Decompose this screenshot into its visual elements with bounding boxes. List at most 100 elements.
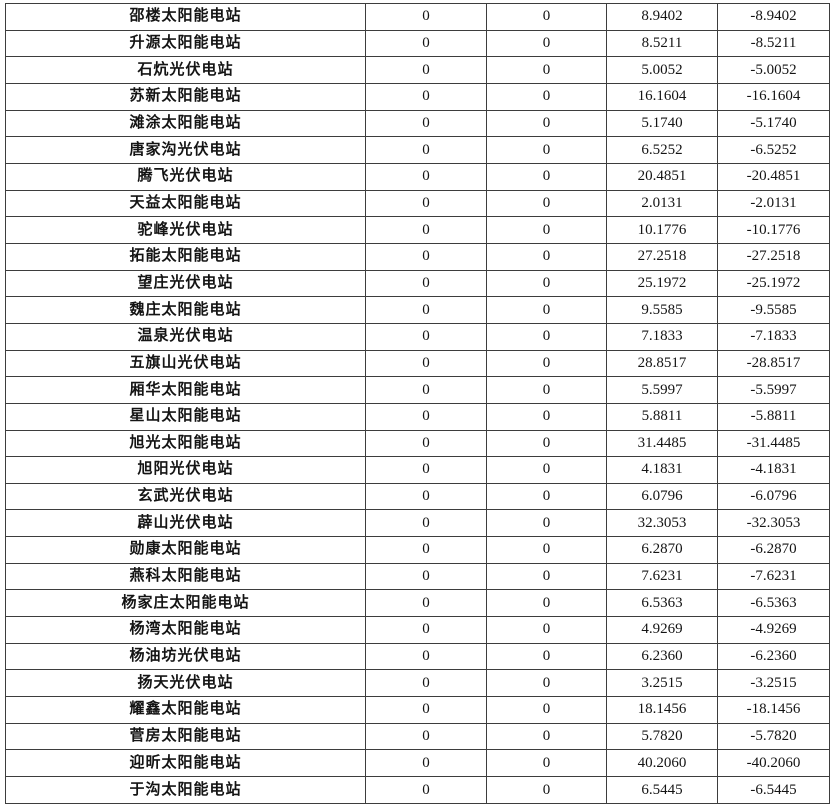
- value-cell: -7.6231: [717, 562, 830, 591]
- value-cell: 0: [365, 429, 487, 458]
- value-cell: 0: [486, 402, 607, 431]
- table-row: 驼峰光伏电站 0 0 10.1776 -10.1776: [5, 216, 830, 244]
- value-cell: 0: [365, 162, 487, 191]
- value-cell: -6.2360: [717, 642, 830, 671]
- table-row: 勋康太阳能电站 0 0 6.2870 -6.2870: [5, 536, 830, 564]
- table-row: 天益太阳能电站 0 0 2.0131 -2.0131: [5, 189, 830, 218]
- table-row: 迎昕太阳能电站 0 0 40.2060 -40.2060: [5, 749, 830, 778]
- value-cell: 0: [365, 722, 487, 751]
- value-cell: -6.5252: [717, 136, 830, 164]
- value-cell: 0: [486, 456, 607, 484]
- table-row: 腾飞光伏电站 0 0 20.4851 -20.4851: [5, 162, 830, 191]
- value-cell: -32.3053: [717, 509, 830, 538]
- station-name-cell: 旭光太阳能电站: [5, 429, 366, 458]
- value-cell: -4.1831: [717, 456, 830, 484]
- value-cell: -20.4851: [717, 162, 830, 191]
- station-name-cell: 旭阳光伏电站: [5, 456, 366, 484]
- value-cell: 18.1456: [606, 696, 718, 724]
- station-name-cell: 杨油坊光伏电站: [5, 642, 366, 671]
- station-name-cell: 拓能太阳能电站: [5, 242, 366, 271]
- table-row: 石炕光伏电站 0 0 5.0052 -5.0052: [5, 56, 830, 84]
- table-row: 旭阳光伏电站 0 0 4.1831 -4.1831: [5, 456, 830, 484]
- station-name-cell: 腾飞光伏电站: [5, 162, 366, 191]
- value-cell: 0: [365, 322, 487, 351]
- value-cell: 0: [365, 776, 487, 804]
- value-cell: -31.4485: [717, 429, 830, 458]
- value-cell: -2.0131: [717, 189, 830, 218]
- value-cell: 6.2870: [606, 536, 718, 564]
- station-name-cell: 温泉光伏电站: [5, 322, 366, 351]
- value-cell: 0: [365, 642, 487, 671]
- value-cell: 10.1776: [606, 216, 718, 244]
- table-row: 杨家庄太阳能电站 0 0 6.5363 -6.5363: [5, 589, 830, 618]
- value-cell: 9.5585: [606, 296, 718, 324]
- table-row: 唐家沟光伏电站 0 0 6.5252 -6.5252: [5, 136, 830, 164]
- station-name-cell: 耀鑫太阳能电站: [5, 696, 366, 724]
- table-row: 玄武光伏电站 0 0 6.0796 -6.0796: [5, 482, 830, 511]
- value-cell: 0: [486, 722, 607, 751]
- value-cell: 0: [486, 509, 607, 538]
- table-row: 薜山光伏电站 0 0 32.3053 -32.3053: [5, 509, 830, 538]
- value-cell: 0: [365, 589, 487, 618]
- value-cell: 0: [365, 456, 487, 484]
- station-name-cell: 玄武光伏电站: [5, 482, 366, 511]
- value-cell: 40.2060: [606, 749, 718, 778]
- value-cell: 5.0052: [606, 56, 718, 84]
- station-name-cell: 杨家庄太阳能电站: [5, 589, 366, 618]
- value-cell: 0: [486, 429, 607, 458]
- station-name-cell: 五旗山光伏电站: [5, 349, 366, 378]
- station-name-cell: 魏庄太阳能电站: [5, 296, 366, 324]
- station-name-cell: 望庄光伏电站: [5, 269, 366, 298]
- value-cell: 0: [365, 109, 487, 138]
- value-cell: 16.1604: [606, 82, 718, 111]
- value-cell: -5.1740: [717, 109, 830, 138]
- value-cell: -18.1456: [717, 696, 830, 724]
- value-cell: 0: [486, 536, 607, 564]
- value-cell: 0: [486, 242, 607, 271]
- station-name-cell: 勋康太阳能电站: [5, 536, 366, 564]
- value-cell: 0: [365, 749, 487, 778]
- value-cell: 0: [365, 296, 487, 324]
- table-row: 魏庄太阳能电站 0 0 9.5585 -9.5585: [5, 296, 830, 324]
- value-cell: 0: [365, 29, 487, 58]
- value-cell: -10.1776: [717, 216, 830, 244]
- value-cell: 0: [486, 376, 607, 404]
- table-row: 五旗山光伏电站 0 0 28.8517 -28.8517: [5, 349, 830, 378]
- value-cell: 0: [486, 349, 607, 378]
- value-cell: 3.2515: [606, 669, 718, 698]
- table-row: 杨油坊光伏电站 0 0 6.2360 -6.2360: [5, 642, 830, 671]
- table-row: 苏新太阳能电站 0 0 16.1604 -16.1604: [5, 82, 830, 111]
- value-cell: -3.2515: [717, 669, 830, 698]
- station-name-cell: 迎昕太阳能电站: [5, 749, 366, 778]
- value-cell: -5.8811: [717, 402, 830, 431]
- value-cell: 4.1831: [606, 456, 718, 484]
- table-row: 望庄光伏电站 0 0 25.1972 -25.1972: [5, 269, 830, 298]
- value-cell: -6.5445: [717, 776, 830, 804]
- table-row: 拓能太阳能电站 0 0 27.2518 -27.2518: [5, 242, 830, 271]
- value-cell: -7.1833: [717, 322, 830, 351]
- value-cell: 4.9269: [606, 616, 718, 644]
- value-cell: 0: [486, 56, 607, 84]
- value-cell: 0: [486, 616, 607, 644]
- station-name-cell: 升源太阳能电站: [5, 29, 366, 58]
- value-cell: -6.2870: [717, 536, 830, 564]
- value-cell: 6.2360: [606, 642, 718, 671]
- value-cell: 0: [365, 562, 487, 591]
- value-cell: 0: [365, 82, 487, 111]
- value-cell: 0: [486, 269, 607, 298]
- table-row: 旭光太阳能电站 0 0 31.4485 -31.4485: [5, 429, 830, 458]
- table-row: 星山太阳能电站 0 0 5.8811 -5.8811: [5, 402, 830, 431]
- table-row: 邵楼太阳能电站 0 0 8.9402 -8.9402: [5, 3, 830, 31]
- station-name-cell: 滩涂太阳能电站: [5, 109, 366, 138]
- table-body: 邵楼太阳能电站 0 0 8.9402 -8.9402 升源太阳能电站 0 0 8.5211 -8.…: [5, 3, 830, 804]
- value-cell: 6.0796: [606, 482, 718, 511]
- value-cell: 0: [486, 482, 607, 511]
- station-name-cell: 驼峰光伏电站: [5, 216, 366, 244]
- value-cell: 20.4851: [606, 162, 718, 191]
- value-cell: 0: [365, 402, 487, 431]
- value-cell: 0: [486, 749, 607, 778]
- value-cell: -8.9402: [717, 3, 830, 31]
- value-cell: 5.7820: [606, 722, 718, 751]
- station-name-cell: 燕科太阳能电站: [5, 562, 366, 591]
